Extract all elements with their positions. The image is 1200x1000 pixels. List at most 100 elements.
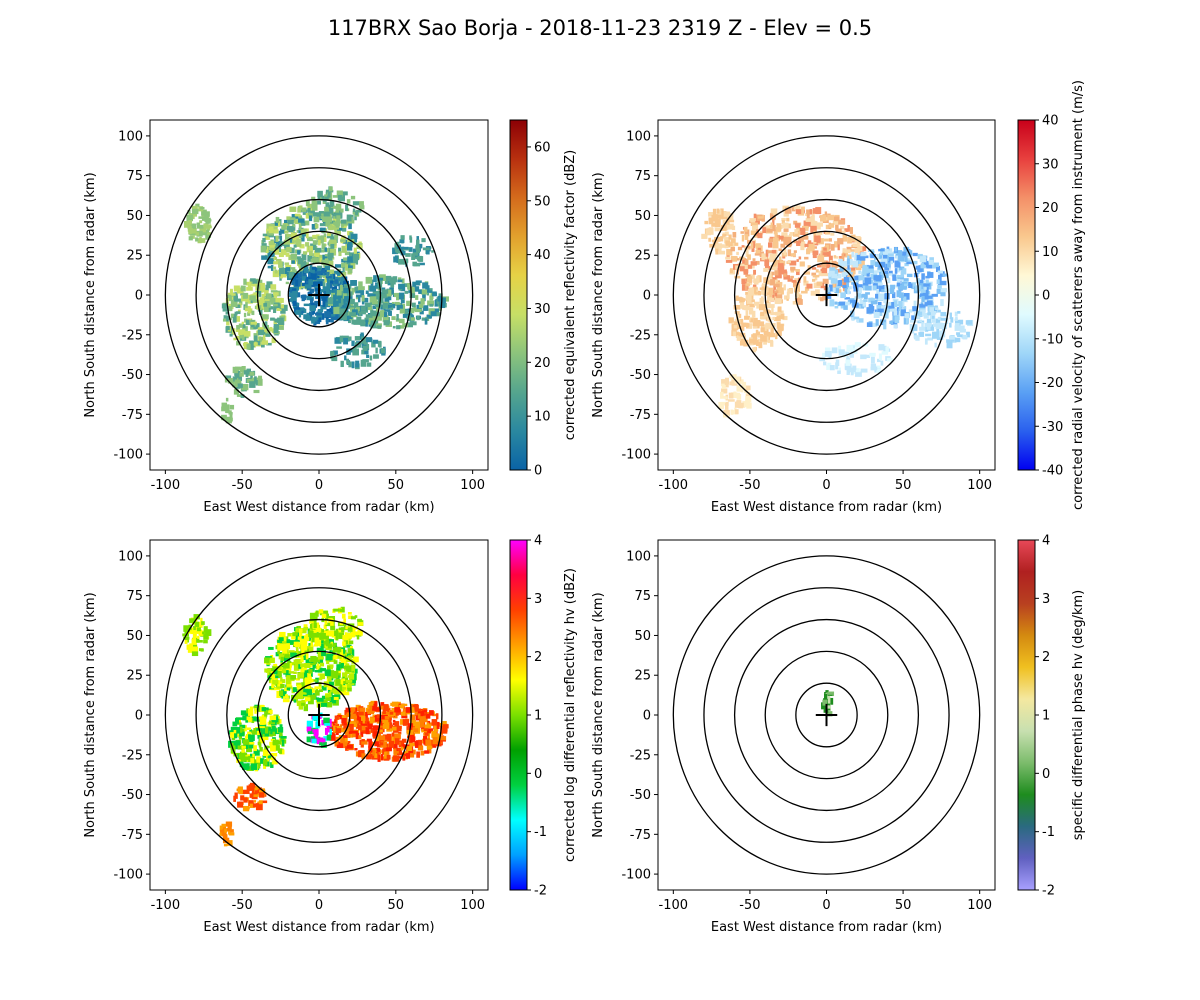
echo-pixel	[378, 277, 384, 281]
echo-pixel	[351, 319, 357, 325]
echo-pixel	[206, 229, 210, 233]
echo-pixel	[333, 307, 340, 315]
echo-pixel	[427, 720, 431, 724]
echo-pixel	[229, 288, 233, 294]
echo-pixel	[728, 392, 734, 399]
y-tick-label: -100	[621, 448, 651, 463]
echo-pixel	[384, 716, 390, 720]
echo-pixel	[701, 233, 708, 239]
echo-pixel	[806, 248, 811, 255]
echo-pixel	[877, 308, 884, 313]
echo-pixel	[225, 821, 233, 827]
echo-pixel	[884, 293, 890, 300]
echo-pixel	[366, 738, 372, 742]
echo-pixel	[833, 269, 839, 277]
echo-pixel	[932, 262, 939, 268]
echo-pixel	[351, 649, 355, 657]
echo-pixel	[290, 674, 297, 680]
echo-pixel	[746, 276, 753, 283]
echo-pixel	[324, 253, 329, 257]
echo-pixel	[417, 710, 425, 715]
echo-pixel	[776, 285, 780, 291]
echo-pixel	[269, 741, 274, 746]
echo-pixel	[878, 248, 885, 252]
echo-pixel	[791, 279, 796, 283]
x-tick-label: 100	[967, 478, 992, 493]
echo-pixel	[249, 729, 253, 734]
echo-pixel	[735, 295, 739, 301]
echo-pixel	[919, 303, 924, 309]
echo-pixel	[335, 678, 341, 686]
echo-pixel	[277, 727, 284, 733]
echo-pixel	[230, 328, 236, 335]
echo-pixel	[749, 303, 755, 308]
echo-pixel	[307, 203, 315, 209]
echo-pixel	[201, 217, 207, 221]
colorbar-tick-label: -20	[1042, 376, 1063, 391]
range-ring-40km	[764, 650, 889, 780]
echo-pixel	[852, 260, 859, 268]
echo-pixel	[335, 736, 340, 740]
echo-pixel	[333, 654, 338, 660]
echo-pixel	[321, 685, 327, 691]
echo-pixel	[920, 289, 926, 296]
echo-pixel	[314, 271, 322, 275]
echo-pixel	[415, 239, 420, 247]
echo-pixel	[300, 261, 307, 268]
echo-pixel	[319, 673, 326, 680]
echo-pixel	[305, 633, 310, 641]
echo-pixel	[258, 792, 265, 798]
echo-pixel	[917, 266, 923, 272]
echo-pixel	[432, 737, 438, 745]
echo-pixel	[191, 205, 198, 212]
echo-pixel	[929, 257, 934, 263]
echo-pixel	[732, 242, 739, 246]
echo-pixel	[911, 260, 918, 265]
echo-pixel	[196, 637, 200, 643]
echo-pixel	[343, 637, 350, 645]
echo-pixel	[727, 399, 735, 402]
x-tick-label: -100	[659, 478, 689, 493]
echo-pixel	[340, 315, 347, 321]
echo-pixel	[356, 634, 360, 640]
echo-pixel	[347, 627, 353, 632]
echo-pixel	[407, 283, 410, 290]
echo-pixel	[863, 299, 868, 302]
echo-pixel	[437, 295, 442, 302]
echo-pixel	[748, 323, 753, 329]
echo-pixel	[229, 404, 235, 410]
echo-pixel	[423, 306, 428, 311]
echo-pixel	[380, 292, 387, 299]
echo-pixel	[184, 630, 189, 635]
echo-pixel	[325, 259, 329, 266]
echo-pixel	[334, 646, 342, 653]
echo-pixel	[303, 303, 311, 307]
echo-pixel	[290, 232, 297, 239]
echo-pixel	[309, 288, 315, 293]
echo-pixel	[872, 270, 878, 276]
echo-pixel	[803, 276, 807, 283]
echo-pixel	[707, 227, 714, 235]
echo-pixel	[383, 292, 390, 299]
echo-pixel	[199, 220, 203, 224]
echo-pixel	[410, 287, 415, 294]
echo-pixel	[378, 735, 386, 741]
echo-pixel	[767, 339, 773, 344]
echo-field	[182, 606, 449, 847]
echo-pixel	[264, 726, 269, 734]
echo-pixel	[264, 668, 272, 673]
echo-pixel	[306, 720, 313, 728]
echo-pixel	[754, 292, 758, 295]
echo-pixel	[820, 297, 824, 302]
echo-pixel	[382, 719, 389, 724]
echo-pixel	[803, 271, 811, 275]
echo-pixel	[250, 734, 255, 741]
echo-pixel	[925, 333, 932, 337]
echo-pixel	[829, 299, 835, 307]
echo-pixel	[301, 682, 305, 690]
echo-pixel	[394, 738, 400, 745]
y-tick-label: 100	[118, 549, 143, 564]
echo-pixel	[335, 628, 340, 632]
echo-pixel	[869, 352, 876, 357]
echo-pixel	[843, 303, 848, 310]
